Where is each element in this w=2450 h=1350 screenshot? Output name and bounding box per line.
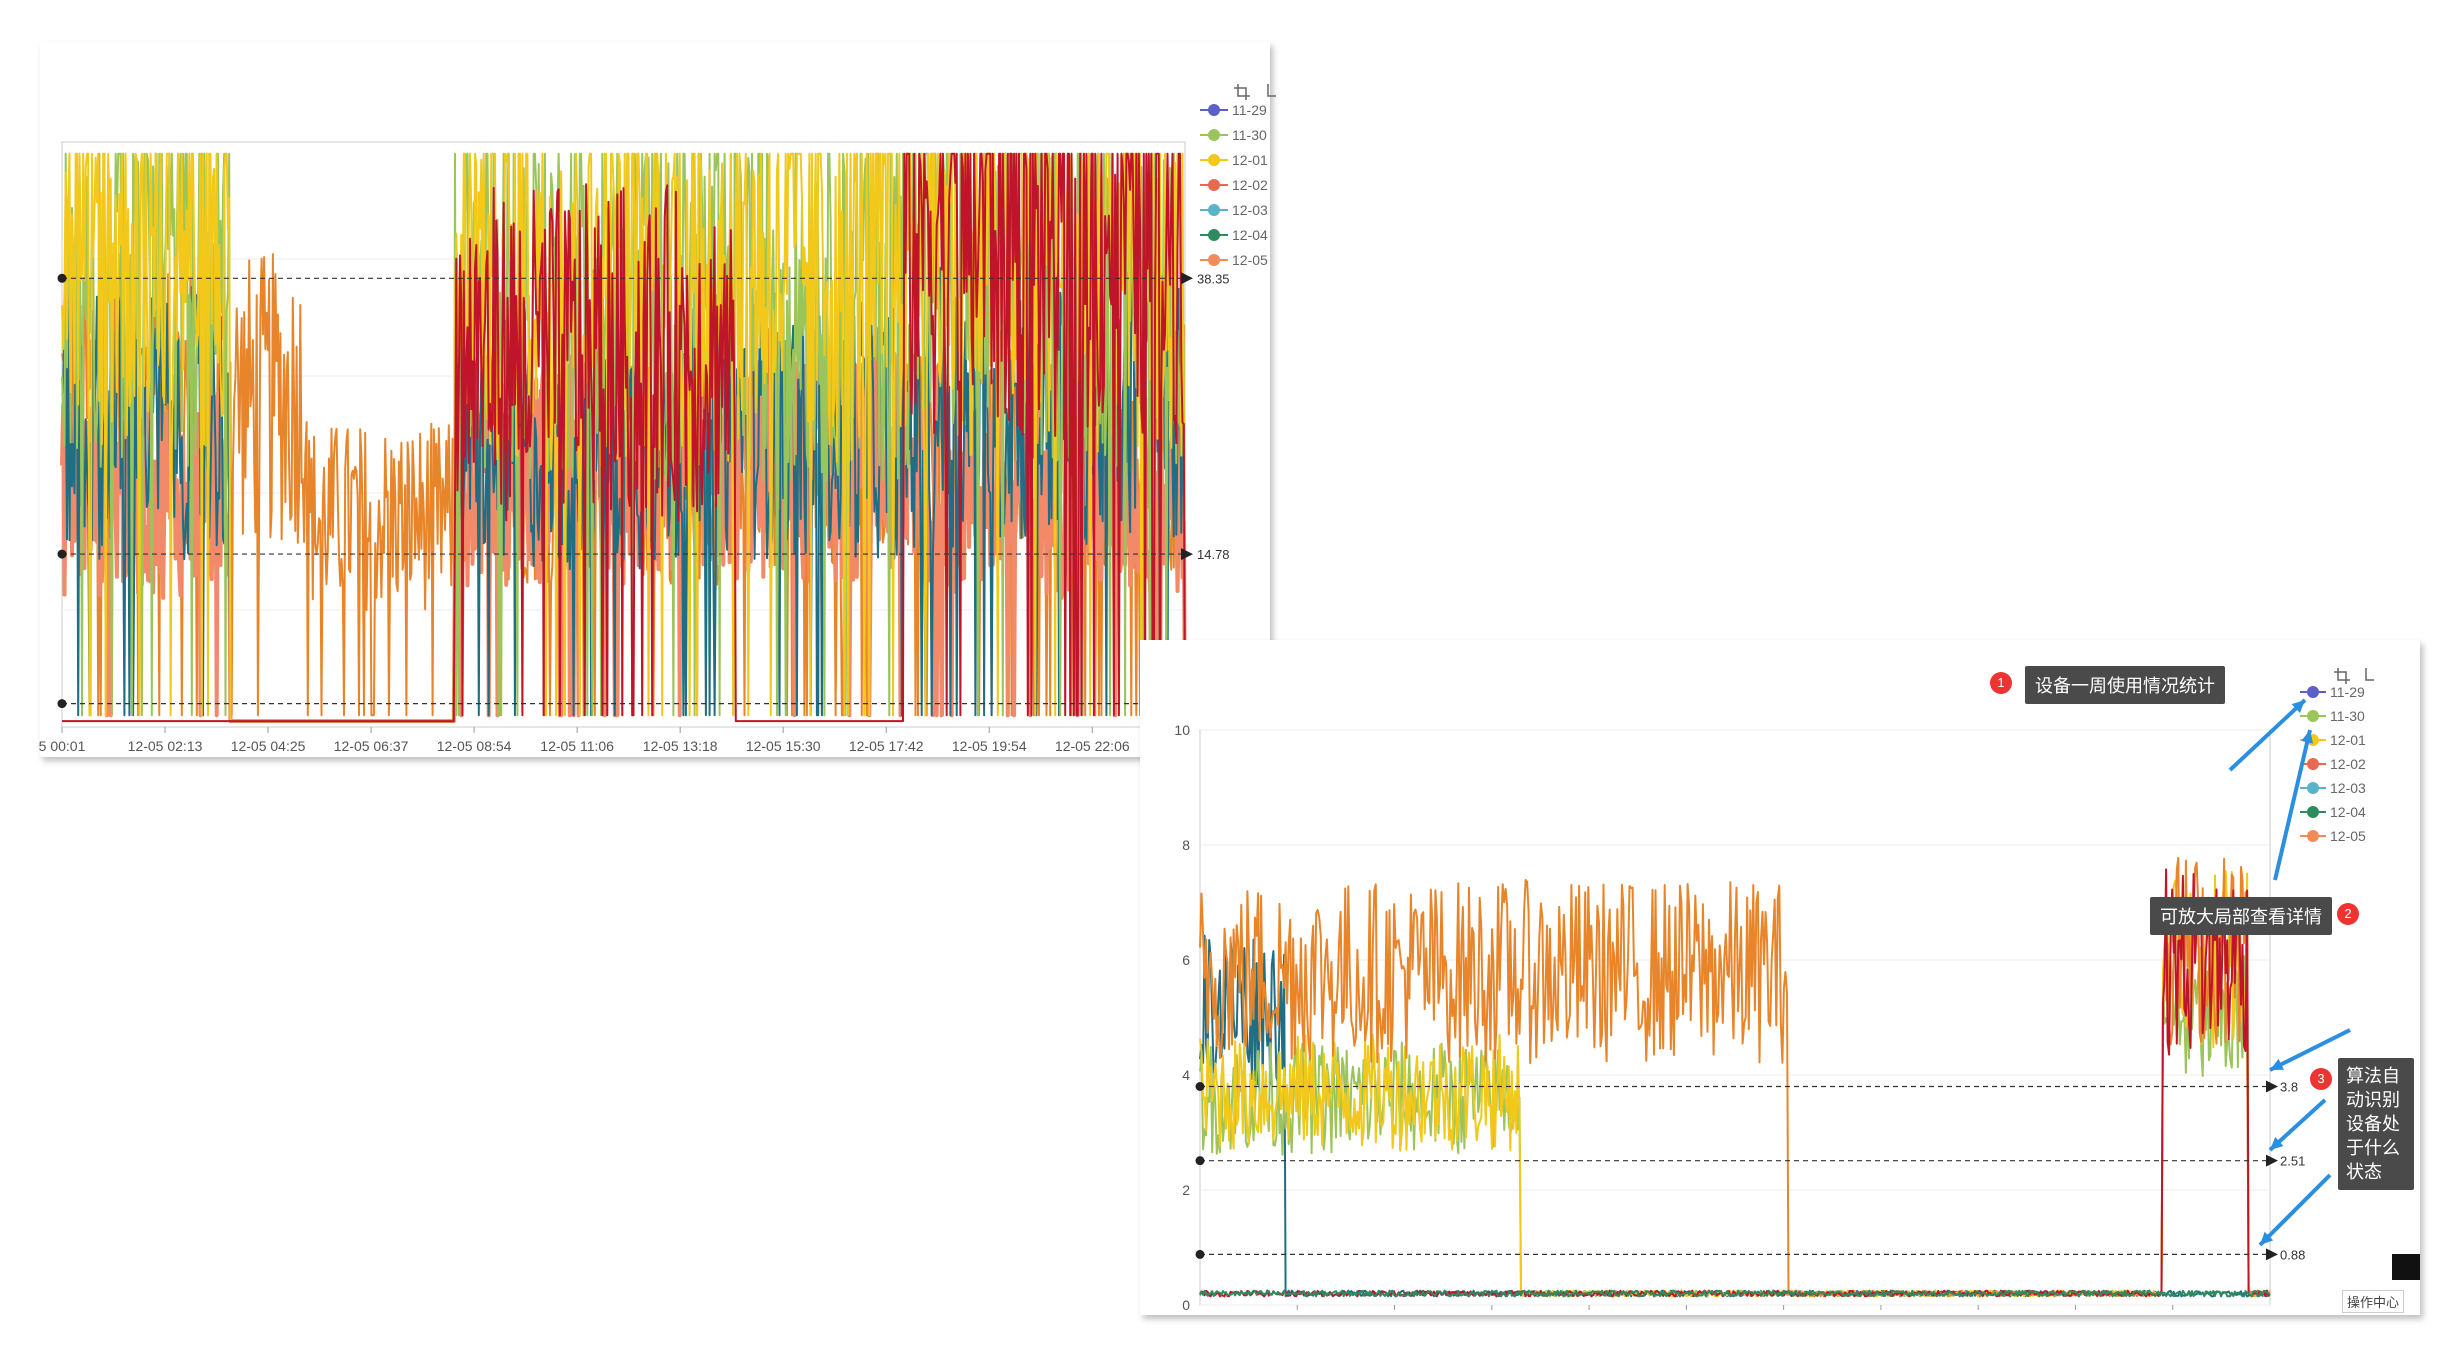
legend-label: 12-04	[2330, 804, 2366, 820]
annotation-arrow-1	[2273, 729, 2312, 881]
y-tick-label: 0	[1182, 1297, 1190, 1313]
reference-label-2: 0.88	[2280, 1247, 2305, 1262]
legend-label: 11-29	[2330, 684, 2365, 700]
zoom-reset-icon	[2365, 668, 2374, 681]
corner-black-box	[2392, 1254, 2420, 1280]
reference-dot-2	[57, 699, 67, 709]
x-tick-label: 5 00:01	[39, 738, 86, 754]
series-line-5	[1199, 1289, 2271, 1298]
reference-arrow-1	[2266, 1154, 2278, 1167]
operation-center-button[interactable]: 操作中心	[2342, 1290, 2405, 1313]
annotation-arrow-2	[2269, 1028, 2351, 1072]
callout-1-badge: 1	[1990, 672, 2012, 694]
callout-2-label: 可放大局部查看详情	[2150, 897, 2332, 935]
legend-label: 12-04	[1232, 227, 1268, 243]
legend-label: 11-29	[1232, 102, 1267, 118]
legend-marker	[1208, 179, 1220, 191]
x-tick-label: 12-05 11:06	[540, 738, 614, 754]
y-tick-label: 2	[1182, 1182, 1190, 1198]
x-tick-label: 12-05 02:13	[128, 738, 203, 754]
reference-dot-2	[1195, 1249, 1205, 1259]
reference-dot-1	[57, 549, 67, 559]
legend-label: 12-01	[1232, 152, 1268, 168]
reference-arrow-1	[1181, 548, 1193, 561]
annotation-arrow-4	[2258, 1173, 2332, 1247]
legend-label: 12-05	[1232, 252, 1268, 268]
legend-label: 11-30	[2330, 708, 2365, 724]
y-tick-label: 10	[1174, 722, 1190, 738]
legend-marker	[2307, 806, 2319, 818]
chart-zoomed-svg: 3.8 2.51 0.88 0 2 4 6 8 10 11-29 11-30 12-01 12-02…	[1174, 668, 2374, 1313]
x-tick-label: 12-05 22:06	[1055, 738, 1130, 754]
reference-dot-1	[1195, 1156, 1205, 1166]
x-tick-label: 12-05 19:54	[952, 738, 1027, 754]
legend-label: 12-02	[1232, 177, 1268, 193]
zoom-icon	[1234, 84, 1250, 100]
y-tick-label: 8	[1182, 837, 1190, 853]
legend-marker	[1208, 129, 1220, 141]
legend-marker	[1208, 204, 1220, 216]
callout-2-badge: 2	[2337, 903, 2359, 925]
x-tick-label: 12-05 06:37	[334, 738, 409, 754]
legend-marker	[2307, 686, 2319, 698]
zoom-reset-icon	[1267, 84, 1276, 97]
annotation-arrowhead-3	[2270, 1137, 2284, 1150]
chart-panel-week: 38.35 14.78 5 00:01 12-05 02:13 12-05 04:25…	[39, 42, 1276, 757]
legend-label: 11-30	[1232, 127, 1267, 143]
reference-arrow-0	[2266, 1080, 2278, 1093]
legend-marker	[1208, 229, 1220, 241]
legend-marker	[2307, 830, 2319, 842]
legend-marker	[1208, 154, 1220, 166]
legend-marker	[1208, 254, 1220, 266]
annotation-arrowhead-2	[2270, 1058, 2284, 1070]
legend-label: 12-03	[1232, 202, 1268, 218]
y-tick-label: 6	[1182, 952, 1190, 968]
reference-dot-0	[57, 273, 67, 283]
legend-label: 12-01	[2330, 732, 2366, 748]
zoom-icon	[2334, 668, 2350, 684]
reference-label-0: 38.35	[1197, 271, 1230, 286]
x-tick-label: 12-05 04:25	[231, 738, 306, 754]
x-tick-label: 12-05 17:42	[849, 738, 924, 754]
legend-marker	[2307, 782, 2319, 794]
legend-marker	[2307, 758, 2319, 770]
annotation-arrowhead-0	[2291, 700, 2305, 714]
y-tick-label: 4	[1182, 1067, 1190, 1083]
callout-3-badge: 3	[2310, 1068, 2332, 1090]
chart-week-svg: 38.35 14.78 5 00:01 12-05 02:13 12-05 04:25…	[39, 84, 1276, 754]
legend-label: 12-03	[2330, 780, 2366, 796]
legend-marker	[1208, 104, 1220, 116]
reference-arrow-2	[2266, 1248, 2278, 1261]
chart-panel-zoomed: 3.8 2.51 0.88 0 2 4 6 8 10 11-29 11-30 12-01 12-02…	[1140, 640, 2420, 1315]
series-line-5	[62, 152, 1186, 723]
reference-label-1: 2.51	[2280, 1154, 2305, 1169]
reference-label-0: 3.8	[2280, 1080, 2298, 1095]
callout-1-label: 设备一周使用情况统计	[2025, 666, 2225, 704]
legend-label: 12-05	[2330, 828, 2366, 844]
callout-3-label: 算法自动识别设备处于什么状态	[2338, 1058, 2414, 1190]
legend-label: 12-02	[2330, 756, 2366, 772]
x-tick-label: 12-05 15:30	[746, 738, 821, 754]
reference-label-1: 14.78	[1197, 547, 1230, 562]
x-tick-label: 12-05 13:18	[643, 738, 718, 754]
annotation-arrowhead-4	[2260, 1231, 2274, 1245]
annotation-arrowhead-1	[2301, 730, 2314, 744]
legend-marker	[2307, 710, 2319, 722]
annotation-arrow-0	[2228, 698, 2307, 772]
reference-dot-0	[1195, 1082, 1205, 1091]
x-tick-label: 12-05 08:54	[437, 738, 512, 754]
reference-arrow-0	[1181, 272, 1193, 285]
